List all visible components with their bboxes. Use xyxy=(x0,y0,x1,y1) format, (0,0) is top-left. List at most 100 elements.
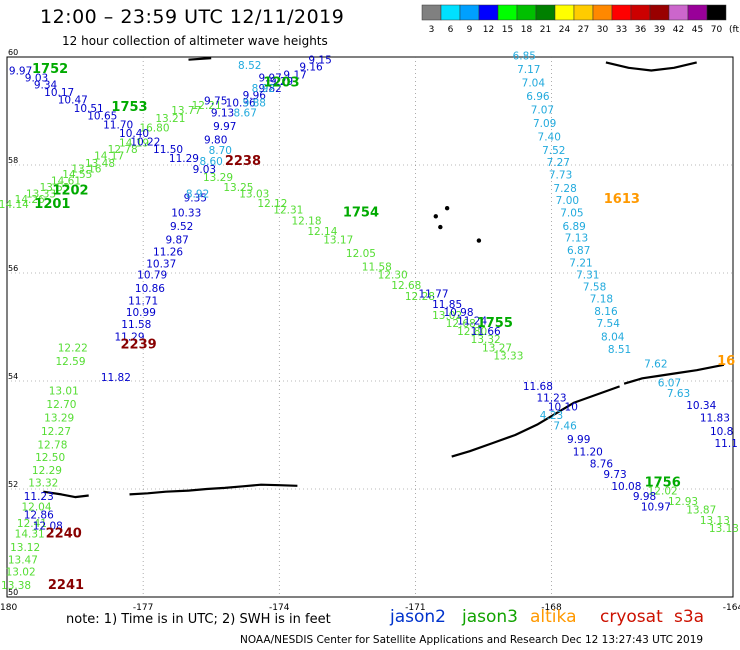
island xyxy=(438,224,443,230)
wave-height-value: 14.26 xyxy=(15,194,45,206)
wave-height-value: 13.47 xyxy=(8,555,38,567)
wave-height-value: 10.34 xyxy=(686,400,716,412)
wave-height-value: 13.16 xyxy=(71,164,101,176)
wave-height-value: 8.92 xyxy=(186,188,209,200)
wave-height-value: 12.31 xyxy=(273,205,303,217)
wave-height-value: 6.89 xyxy=(562,221,585,233)
wave-height-value: 12.02 xyxy=(648,485,678,497)
wave-height-value: 12.86 xyxy=(24,510,54,522)
wave-height-value: 7.62 xyxy=(644,359,667,371)
pass-time-label: 1756 xyxy=(645,475,681,490)
wave-height-value: 9.13 xyxy=(211,107,234,119)
wave-height-value: 14.19 xyxy=(119,138,149,150)
legend-bin-label: 24 xyxy=(559,25,571,35)
wave-height-value: 7.05 xyxy=(560,207,583,219)
wave-height-value: 6.96 xyxy=(526,91,550,103)
wave-height-value: 7.58 xyxy=(583,281,606,293)
wave-height-value: 9.97 xyxy=(213,121,236,133)
wave-height-value: 13.03 xyxy=(239,188,269,200)
pass-time-label: 1755 xyxy=(477,316,513,331)
lon-tick-label: -180 xyxy=(0,603,17,613)
wave-height-value: 9.35 xyxy=(184,193,207,205)
wave-height-value: 9.29 xyxy=(270,76,293,88)
legend-bin-label: 3 xyxy=(429,25,435,35)
legend-swatch xyxy=(706,4,727,21)
lat-tick-label: 58 xyxy=(8,156,18,165)
wave-height-value: 11.68 xyxy=(523,381,553,393)
legend-bin-label: 45 xyxy=(692,25,703,35)
legend-bin-label: 27 xyxy=(578,25,589,35)
wave-height-value: 7.31 xyxy=(576,269,599,281)
lon-tick-label: -174 xyxy=(269,603,290,613)
wave-height-value: 9.88 xyxy=(243,98,266,110)
wave-height-value: 13.38 xyxy=(1,580,31,592)
page-subtitle: 12 hour collection of altimeter wave hei… xyxy=(62,34,328,48)
wave-height-value: 13.02 xyxy=(6,566,36,578)
wave-height-value: 9.03 xyxy=(193,164,216,176)
wave-height-value: 12.04 xyxy=(21,502,51,514)
coastline-alaska-peninsula xyxy=(623,363,725,385)
wave-height-value: 7.63 xyxy=(667,388,690,400)
wave-height-value: 8.51 xyxy=(608,344,631,356)
wave-height-value: 10.86 xyxy=(135,283,165,295)
wave-height-value: 8.67 xyxy=(234,107,257,119)
wave-height-value: 11.20 xyxy=(573,447,603,459)
wave-height-value: 7.28 xyxy=(553,183,576,195)
wave-height-value: 13.17 xyxy=(323,234,353,246)
coastline-st-lawrence xyxy=(188,57,212,61)
legend-bin-label: 36 xyxy=(635,25,647,35)
wave-height-value: 13.29 xyxy=(203,172,233,184)
legend-bin-label: 21 xyxy=(540,25,551,35)
wave-height-value: 9.82 xyxy=(258,83,281,95)
wave-height-value: 7.73 xyxy=(549,170,572,182)
wave-height-value: 9.16 xyxy=(299,62,323,74)
wave-height-value: 7.27 xyxy=(547,157,570,169)
legend-bin-label: 9 xyxy=(467,25,473,35)
wave-height-value: 7.07 xyxy=(531,105,554,117)
wave-height-value: 10.65 xyxy=(87,111,117,123)
wave-height-value: 9.73 xyxy=(603,469,626,481)
wave-height-value: 12.30 xyxy=(378,269,408,281)
wave-height-value: 8.04 xyxy=(601,332,625,344)
wave-height-value: 7.17 xyxy=(517,64,540,76)
island xyxy=(476,238,482,243)
wave-height-value: 9.97 xyxy=(258,72,281,84)
wave-height-value: 10.40 xyxy=(119,128,149,140)
wave-height-value: 11.66 xyxy=(471,326,501,338)
legend-bin-label: 39 xyxy=(654,25,666,35)
wave-height-value: 14.61 xyxy=(51,175,81,187)
wave-height-value: 14.55 xyxy=(62,169,92,181)
wave-height-value: 11.58 xyxy=(362,261,392,273)
lat-tick-label: 56 xyxy=(8,264,18,273)
map-frame xyxy=(6,56,734,598)
wave-height-value: 14.14 xyxy=(0,199,29,211)
track-altika-1613: 6.857.17 7.046.96 7.077.09 7.407.527.277.73… xyxy=(513,51,691,433)
track-jason2-1752-1753: 9.979.039.3410.1710.4710.5110.6511.7010.… xyxy=(9,65,199,164)
wave-height-value: 12.50 xyxy=(35,452,65,464)
wave-height-value: 10.33 xyxy=(171,207,201,219)
lon-tick-label: -164 xyxy=(723,603,740,613)
wave-height-value: 11.58 xyxy=(121,319,151,331)
wave-height-value: 4.23 xyxy=(540,410,563,422)
wave-height-value: 7.21 xyxy=(569,258,592,270)
lat-tick-label: 50 xyxy=(8,588,18,597)
wave-height-value: 11.83 xyxy=(700,413,730,425)
wave-height-value: 12.59 xyxy=(55,356,85,368)
wave-height-value: 12.18 xyxy=(291,215,321,227)
legend-bin-label: 30 xyxy=(597,25,609,35)
wave-height-value: 7.09 xyxy=(533,118,556,130)
track-jason3-1754-1755: 13.2913.2513.0312.1212.3112.1812.1413.17… xyxy=(203,172,523,362)
wave-height-value: 11.82 xyxy=(101,372,131,384)
legend-cryosat: cryosat xyxy=(600,607,663,627)
wave-height-value: 11.29 xyxy=(114,332,144,344)
wave-height-value: 11.77 xyxy=(418,288,448,300)
track-jason3-1201-1203: 14.1414.2613.3313.5314.6114.5513.1613.48… xyxy=(0,100,222,211)
wave-height-value: 13.01 xyxy=(49,386,79,398)
wave-height-value: 9.75 xyxy=(204,96,227,108)
wave-height-value: 7.54 xyxy=(597,318,621,330)
wave-height-value: 13.32 xyxy=(28,477,58,489)
